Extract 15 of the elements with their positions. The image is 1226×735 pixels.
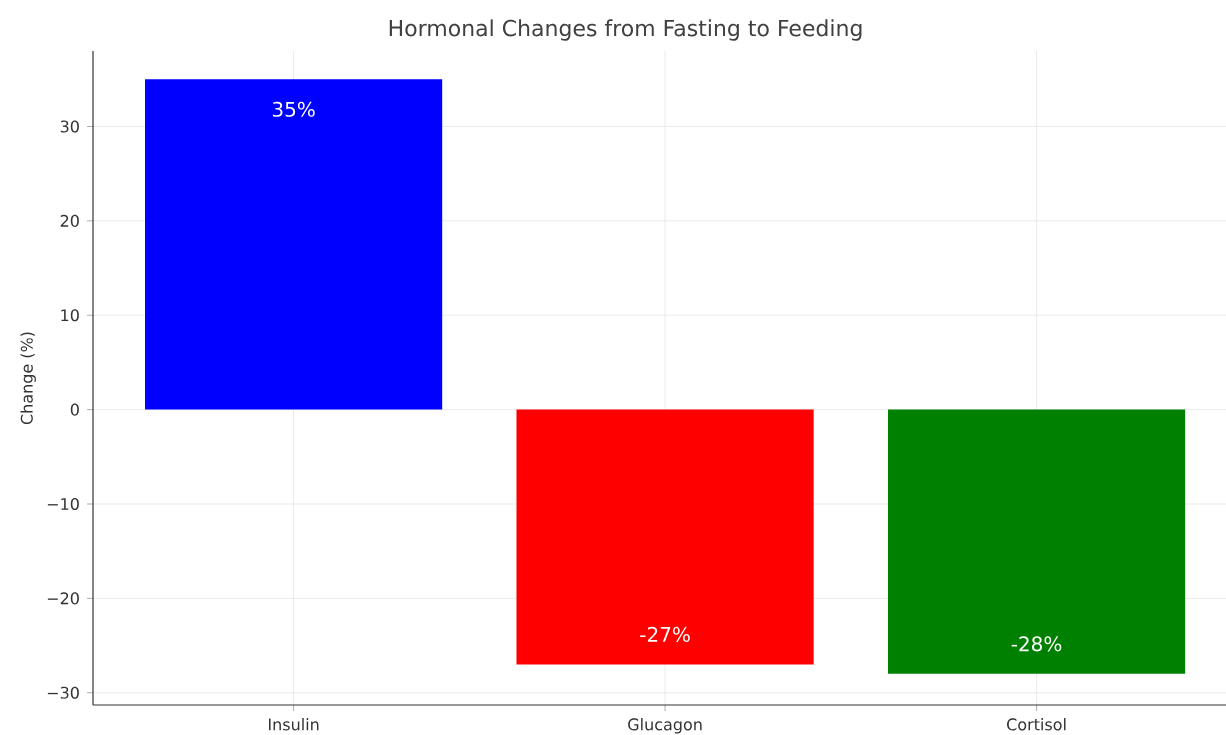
- chart-title: Hormonal Changes from Fasting to Feeding: [389, 19, 862, 41]
- y-tick-label: 10: [61, 309, 79, 322]
- y-tick-label: −10: [47, 497, 79, 511]
- y-tick-label: 20: [60, 214, 79, 227]
- y-tick-label: 30: [60, 120, 79, 133]
- y-tick-label: −20: [47, 592, 79, 605]
- y-tick-label: −30: [47, 686, 79, 699]
- data-label: -28%: [1011, 636, 1062, 652]
- data-label: -27%: [640, 626, 690, 642]
- y-axis-title: Change (%): [20, 332, 36, 425]
- x-tick-label: Insulin: [268, 718, 319, 731]
- x-tick-label: Cortisol: [1007, 718, 1066, 731]
- x-tick-label: Glucagon: [628, 718, 702, 734]
- y-tick-label: 0: [70, 403, 79, 416]
- data-label: 35%: [272, 101, 315, 117]
